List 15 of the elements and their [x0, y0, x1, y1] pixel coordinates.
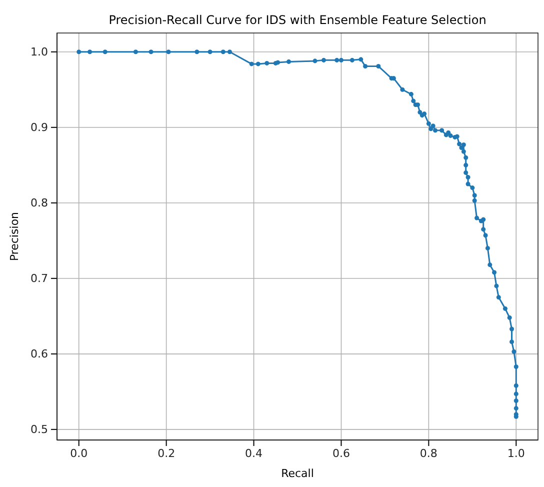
chart-title: Precision-Recall Curve for IDS with Ensemble Feature Selection	[108, 13, 486, 27]
y-tick-label: 1.0	[30, 45, 48, 58]
x-tick-label: 1.0	[507, 446, 525, 460]
x-axis-title: Recall	[281, 467, 314, 480]
y-tick-label: 0.9	[30, 120, 48, 134]
y-tick-label: 0.7	[30, 272, 48, 285]
x-tick-label: 0.6	[332, 446, 350, 460]
x-tick-label: 0.4	[245, 446, 263, 460]
y-axis-title: Precision	[8, 212, 21, 262]
y-tick-label: 0.8	[30, 196, 48, 210]
x-tick-label: 0.2	[158, 446, 176, 460]
y-tick-label: 0.6	[30, 347, 48, 360]
x-tick-label: 0.0	[70, 446, 88, 460]
x-tick-label: 0.8	[420, 446, 438, 460]
y-tick-label: 0.5	[30, 422, 48, 436]
